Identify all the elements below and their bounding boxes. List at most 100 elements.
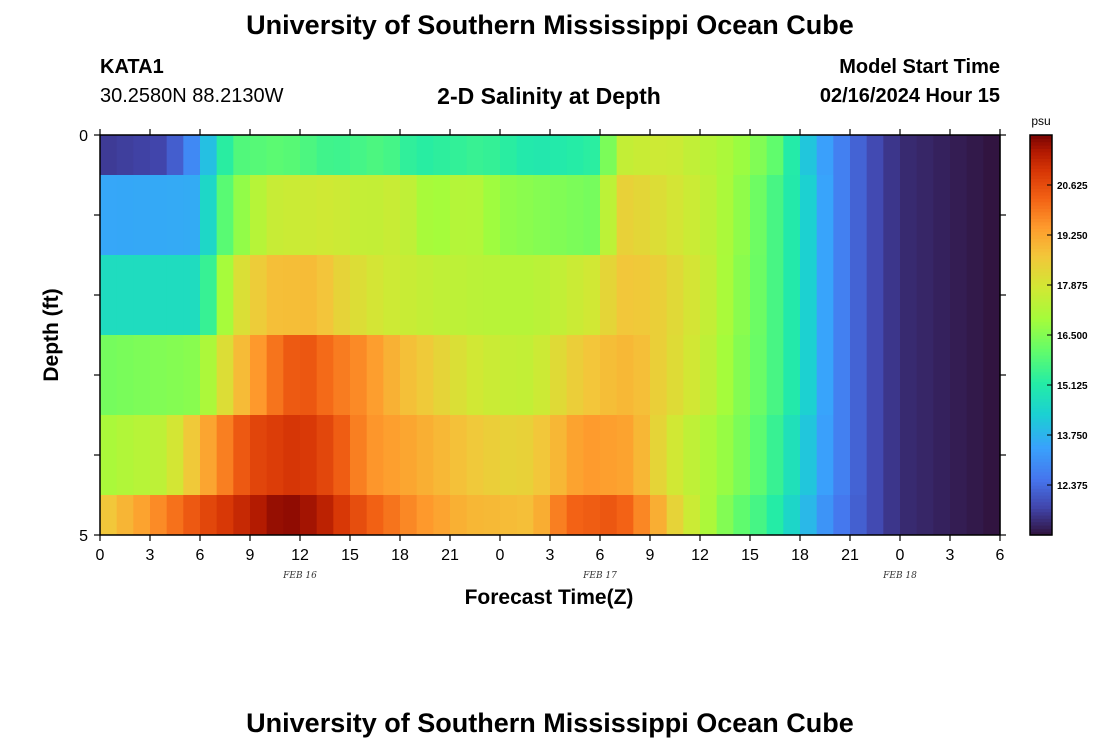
- heatmap-cell: [716, 255, 734, 335]
- heatmap-cell: [800, 335, 818, 415]
- colorbar-segment: [1030, 178, 1052, 183]
- heatmap-cell: [400, 415, 418, 495]
- colorbar-segment: [1030, 471, 1052, 476]
- colorbar-segment: [1030, 238, 1052, 243]
- colorbar-segment: [1030, 421, 1052, 426]
- colorbar-segment: [1030, 475, 1052, 479]
- heatmap-cell: [550, 415, 568, 495]
- heatmap-cell: [533, 135, 551, 175]
- heatmap-cell: [250, 495, 268, 535]
- colorbar-segment: [1030, 285, 1052, 289]
- colorbar-segment: [1030, 261, 1052, 266]
- heatmap-cell: [916, 415, 934, 495]
- heatmap-cell: [516, 335, 534, 415]
- colorbar-segment: [1030, 205, 1052, 209]
- heatmap-cell: [500, 415, 518, 495]
- colorbar-segment: [1030, 218, 1052, 223]
- heatmap-cell: [316, 335, 334, 415]
- heatmap-cell: [400, 255, 418, 335]
- heatmap-cell: [966, 135, 984, 175]
- heatmap-cell: [666, 415, 684, 495]
- heatmap-cell: [116, 495, 134, 535]
- colorbar-segment: [1030, 345, 1052, 349]
- heatmap-cell: [833, 415, 851, 495]
- heatmap-cell: [133, 255, 151, 335]
- heatmap-cell: [366, 135, 384, 175]
- colorbar-segment: [1030, 491, 1052, 496]
- heatmap-cell: [700, 175, 718, 255]
- heatmap-cell: [900, 495, 918, 535]
- heatmap-cell: [350, 335, 368, 415]
- heatmap-cell: [483, 335, 501, 415]
- heatmap-cell: [883, 335, 901, 415]
- heatmap-cell: [733, 415, 751, 495]
- heatmap-cell: [433, 255, 451, 335]
- heatmap-cell: [200, 415, 218, 495]
- colorbar-segment: [1030, 208, 1052, 213]
- heatmap-cell: [266, 255, 284, 335]
- colorbar-segment: [1030, 145, 1052, 149]
- colorbar-segment: [1030, 275, 1052, 279]
- heatmap-cell: [650, 255, 668, 335]
- heatmap-cell: [766, 495, 784, 535]
- heatmap-cell: [350, 495, 368, 535]
- heatmap-cell: [300, 335, 318, 415]
- heatmap-cell: [183, 175, 201, 255]
- heatmap-cell: [766, 135, 784, 175]
- heatmap-cell: [216, 255, 234, 335]
- heatmap-cell: [866, 335, 884, 415]
- heatmap-cell: [816, 255, 834, 335]
- heatmap-cell: [716, 135, 734, 175]
- colorbar-segment: [1030, 408, 1052, 413]
- heatmap-cell: [516, 495, 534, 535]
- colorbar-segment: [1030, 295, 1052, 299]
- heatmap-cell: [716, 495, 734, 535]
- heatmap-cell: [566, 255, 584, 335]
- heatmap-cell: [450, 335, 468, 415]
- heatmap-cell: [716, 335, 734, 415]
- heatmap-cell: [450, 175, 468, 255]
- colorbar-segment: [1030, 365, 1052, 369]
- heatmap-cell: [483, 255, 501, 335]
- colorbar-segment: [1030, 158, 1052, 163]
- heatmap-cell: [500, 135, 518, 175]
- heatmap-cell: [300, 495, 318, 535]
- heatmap-cell: [316, 495, 334, 535]
- heatmap-cell: [416, 495, 434, 535]
- heatmap-cell: [266, 335, 284, 415]
- heatmap-cell: [183, 495, 201, 535]
- heatmap-cell: [200, 495, 218, 535]
- x-tick-label: 21: [841, 547, 859, 564]
- heatmap-cell: [133, 175, 151, 255]
- heatmap-cell: [616, 255, 634, 335]
- date-label: FEB 16: [282, 571, 317, 581]
- colorbar-segment: [1030, 391, 1052, 396]
- heatmap-cell: [966, 175, 984, 255]
- heatmap-cell: [333, 495, 351, 535]
- heatmap-cell: [783, 135, 801, 175]
- page-title: University of Southern Mississippi Ocean…: [246, 10, 854, 40]
- heatmap-cell: [933, 175, 951, 255]
- colorbar-segment: [1030, 321, 1052, 326]
- heatmap-cell: [300, 255, 318, 335]
- date-label: FEB 17: [582, 571, 617, 581]
- colorbar-segment: [1030, 328, 1052, 333]
- colorbar-tick-label: 19.250: [1057, 231, 1088, 242]
- heatmap-cell: [533, 335, 551, 415]
- y-tick-label: 0: [79, 128, 88, 145]
- heatmap-cell: [683, 255, 701, 335]
- colorbar-segment: [1030, 251, 1052, 256]
- heatmap-cell: [600, 335, 618, 415]
- colorbar-segment: [1030, 271, 1052, 276]
- heatmap-cell: [283, 255, 301, 335]
- colorbar-segment: [1030, 138, 1052, 143]
- heatmap-cell: [366, 415, 384, 495]
- heatmap-cell: [400, 175, 418, 255]
- heatmap-cell: [100, 415, 118, 495]
- colorbar-segment: [1030, 355, 1052, 359]
- x-tick-label: 15: [741, 547, 759, 564]
- colorbar-segment: [1030, 351, 1052, 356]
- heatmap-cell: [350, 175, 368, 255]
- heatmap-cell: [750, 255, 768, 335]
- colorbar-segment: [1030, 458, 1052, 463]
